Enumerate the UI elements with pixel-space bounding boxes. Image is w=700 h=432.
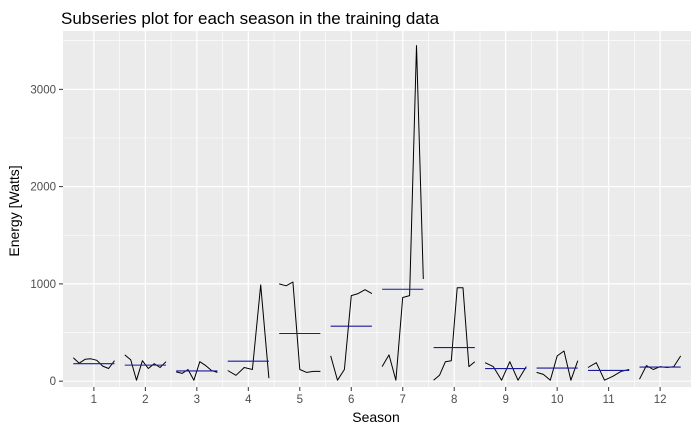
y-axis-ticks: 0 1000 2000 3000 <box>30 84 63 388</box>
x-tick-label: 4 <box>245 394 252 406</box>
x-tick-label: 7 <box>400 394 406 406</box>
y-tick-label: 0 <box>50 376 56 388</box>
x-tick-label: 8 <box>451 394 457 406</box>
season-6-line <box>330 289 373 381</box>
mean-lines <box>73 288 681 372</box>
season-9-line <box>484 361 527 381</box>
season-4-line <box>227 284 270 379</box>
season-5-line <box>279 281 321 373</box>
x-axis-title: Season <box>352 409 399 425</box>
y-tick-label: 1000 <box>30 279 56 291</box>
x-tick-label: 12 <box>654 394 667 406</box>
season-11-line <box>587 362 630 381</box>
gridlines <box>63 31 691 387</box>
x-axis-ticks: 1 2 3 4 5 6 7 8 9 10 11 12 <box>91 387 667 406</box>
y-tick-label: 3000 <box>30 84 56 96</box>
x-tick-label: 9 <box>502 394 508 406</box>
y-tick-label: 2000 <box>30 182 56 194</box>
y-axis-title: Energy [Watts] <box>6 165 22 256</box>
season-7-line <box>381 45 424 381</box>
x-tick-label: 2 <box>142 394 148 406</box>
season-10-line <box>536 350 579 381</box>
season-8-line <box>433 287 476 381</box>
x-tick-label: 10 <box>551 394 564 406</box>
chart-title: Subseries plot for each season in the tr… <box>61 9 440 28</box>
x-tick-label: 6 <box>348 394 354 406</box>
x-tick-label: 11 <box>603 394 615 406</box>
x-tick-label: 5 <box>297 394 303 406</box>
x-tick-label: 1 <box>91 394 97 406</box>
season-1-line <box>72 357 115 369</box>
x-tick-label: 3 <box>194 394 200 406</box>
